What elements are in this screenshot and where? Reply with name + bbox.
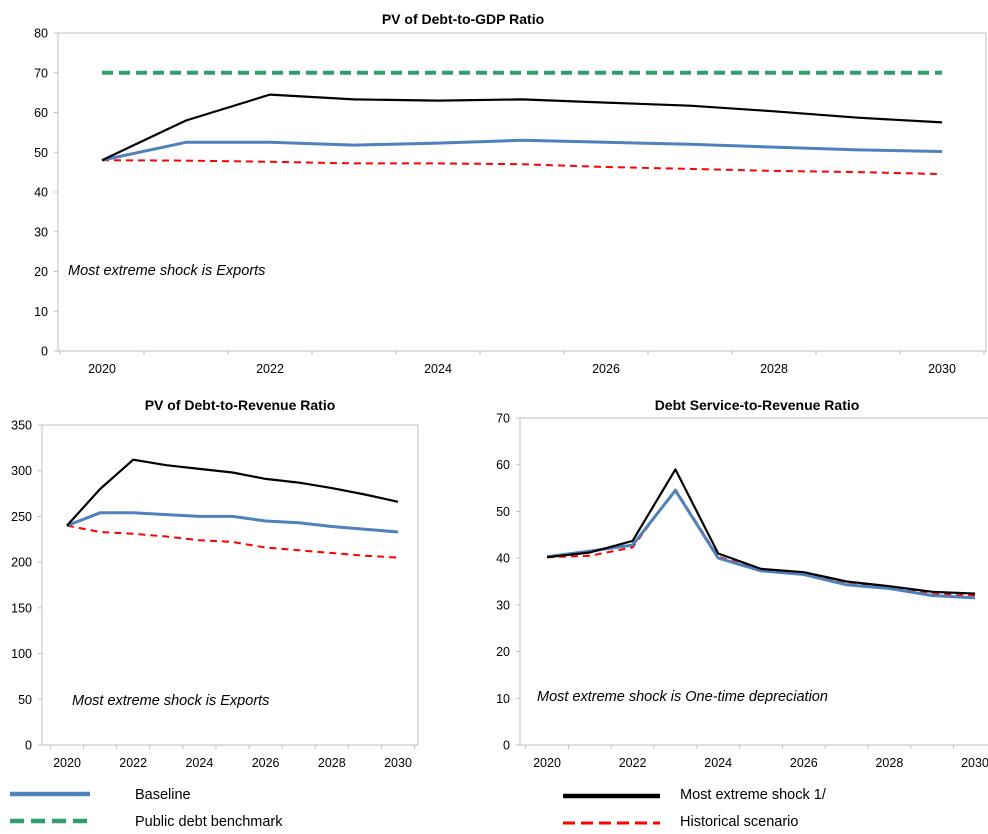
y-tick-label: 50 (496, 505, 510, 519)
x-tick-label: 2028 (875, 756, 903, 770)
y-tick-label: 40 (34, 186, 48, 200)
x-tick-label: 2022 (619, 756, 647, 770)
legend: Baseline Most extreme shock 1/ Public de… (10, 787, 827, 830)
y-tick-label: 50 (18, 693, 32, 707)
x-tick-label: 2020 (533, 756, 561, 770)
y-tick-label: 0 (41, 345, 48, 359)
y-tick-label: 40 (496, 552, 510, 566)
annotation: Most extreme shock is Exports (68, 263, 265, 279)
series-line-historical-scenario (546, 488, 976, 597)
chart-title: Debt Service-to-Revenue Ratio (655, 397, 860, 413)
y-tick-label: 60 (34, 106, 48, 120)
y-tick-label: 10 (496, 692, 510, 706)
x-tick-label: 2022 (256, 362, 284, 376)
annotation: Most extreme shock is One-time depreciat… (537, 689, 828, 705)
x-tick-label: 2020 (88, 362, 116, 376)
chart-title: PV of Debt-to-Revenue Ratio (145, 397, 336, 413)
x-tick-label: 2024 (704, 756, 732, 770)
legend-label-baseline: Baseline (135, 787, 191, 803)
y-tick-label: 350 (11, 419, 32, 433)
series-line-baseline (546, 488, 976, 600)
x-tick-label: 2030 (928, 362, 956, 376)
x-tick-label: 2030 (384, 756, 412, 770)
series-line-baseline (101, 138, 943, 162)
x-tick-label: 2022 (119, 756, 147, 770)
y-tick-label: 70 (34, 66, 48, 80)
y-tick-label: 30 (496, 598, 510, 612)
x-tick-label: 2026 (790, 756, 818, 770)
y-tick-label: 300 (11, 464, 32, 478)
legend-label-benchmark: Public debt benchmark (135, 814, 283, 829)
plot-area (41, 424, 419, 746)
chart-debt-to-revenue: PV of Debt-to-Revenue Ratio 0 50 100 150 200 2… (11, 397, 419, 770)
y-tick-label: 50 (34, 146, 48, 160)
series-line-historical-scenario (66, 524, 399, 559)
legend-label-shock: Most extreme shock 1/ (680, 787, 827, 803)
y-tick-label: 250 (11, 510, 32, 524)
y-tick-label: 10 (34, 305, 48, 319)
y-tick-label: 100 (11, 647, 32, 661)
y-tick-label: 20 (496, 645, 510, 659)
series-line-baseline (66, 511, 399, 534)
series-line-most-extreme-shock-1 (546, 468, 976, 595)
x-tick-label: 2020 (53, 756, 81, 770)
y-tick-label: 20 (34, 265, 48, 279)
x-tick-label: 2030 (961, 756, 988, 770)
x-tick-label: 2026 (252, 756, 280, 770)
series-line-historical-scenario (101, 159, 943, 176)
legend-label-historical: Historical scenario (680, 814, 798, 829)
y-tick-label: 60 (496, 458, 510, 472)
chart-debt-service-to-revenue: Debt Service-to-Revenue Ratio01020304050… (496, 397, 988, 770)
x-tick-label: 2024 (424, 362, 452, 376)
x-tick-label: 2026 (592, 362, 620, 376)
chart-title: PV of Debt-to-GDP Ratio (382, 11, 544, 27)
y-tick-label: 200 (11, 556, 32, 570)
y-tick-label: 0 (503, 739, 510, 753)
y-tick-label: 30 (34, 225, 48, 239)
plot-area (57, 32, 987, 352)
series-line-most-extreme-shock-1 (101, 93, 943, 162)
annotation: Most extreme shock is Exports (72, 693, 269, 709)
y-tick-label: 0 (25, 739, 32, 753)
y-tick-label: 150 (11, 601, 32, 615)
x-tick-label: 2024 (185, 756, 213, 770)
x-tick-label: 2028 (318, 756, 346, 770)
series-line-most-extreme-shock-1 (66, 458, 399, 527)
y-tick-label: 70 (496, 412, 510, 426)
plot-area (519, 417, 988, 746)
y-tick-label: 80 (34, 27, 48, 41)
x-tick-label: 2028 (760, 362, 788, 376)
chart-debt-to-gdp: PV of Debt-to-GDP Ratio01020304050607080… (34, 11, 987, 376)
